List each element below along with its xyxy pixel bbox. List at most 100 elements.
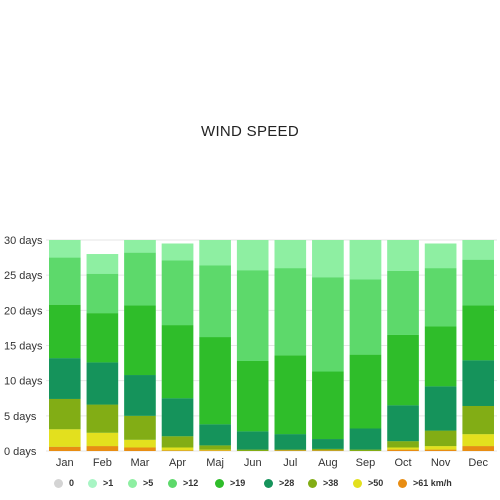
bar-segment [86,362,119,405]
bar-segment [462,360,494,406]
bar-column-jun [236,240,269,451]
bar-column-oct [387,240,419,451]
bar-column-aug [312,240,344,451]
bar-segment [387,405,419,442]
bar-segment [274,449,307,451]
bar-segment [161,436,194,448]
bar-segment [424,446,457,450]
bar-segment [199,424,231,446]
bars [49,240,494,451]
bar-segment [312,448,344,451]
legend-item[interactable]: >61 km/h [398,478,452,488]
bar-segment [236,360,269,432]
legend-label: 0 [69,478,75,488]
bar-segment [161,398,194,437]
x-tick-label: Jan [56,457,74,469]
legend-item[interactable]: >28 [264,478,294,488]
bar-segment [312,450,344,451]
bar-segment [424,326,457,387]
legend-item[interactable]: >12 [168,478,198,488]
bar-column-feb [86,254,119,451]
bar-segment [349,428,382,450]
y-tick-label: 0 days [4,446,37,458]
legend-label: >28 [279,478,295,488]
bar-segment [86,404,119,433]
bar-segment [462,446,494,451]
y-tick-label: 25 days [4,270,43,282]
bar-segment [274,355,307,435]
legend-swatch [128,478,137,488]
x-tick-label: Aug [318,457,338,469]
x-tick-label: Jun [244,457,262,469]
x-axis-ticks: Jan Feb Mar Apr Maj Jun Jul Aug Sep Oct Nov Dec [56,457,489,469]
bar-segment [124,439,156,448]
y-tick-label: 5 days [4,411,37,423]
x-tick-label: Oct [394,457,411,469]
bar-column-sep [349,240,382,451]
legend-label: >1 [103,478,114,488]
y-tick-label: 15 days [4,341,43,353]
legend-swatch [88,478,97,488]
legend-swatch [54,478,63,488]
legend-item[interactable]: >50 [353,478,383,488]
legend-swatch [308,478,317,488]
x-tick-label: Nov [431,457,451,469]
bar-segment [424,430,457,447]
bar-segment [236,270,269,361]
x-tick-label: Sep [356,457,376,469]
bar-segment [387,270,419,335]
bar-segment [161,447,194,451]
legend-label: >38 [323,478,339,488]
bar-segment [312,277,344,372]
bar-segment [161,325,194,399]
bar-segment [312,371,344,440]
bar-segment [387,240,419,271]
bar-segment [49,446,81,451]
legend-item[interactable]: >19 [215,478,245,488]
bar-segment [49,257,81,305]
bar-segment [49,240,81,258]
bar-segment [161,243,194,261]
legend-item[interactable]: 0 [54,478,74,488]
legend-label: >50 [368,478,384,488]
bar-segment [199,445,231,450]
bar-column-mar [124,240,156,451]
bar-segment [236,449,269,451]
legend-item[interactable]: >38 [308,478,338,488]
x-tick-label: Apr [169,457,186,469]
bar-segment [86,446,119,451]
bar-segment [49,358,81,399]
x-tick-label: Jul [283,457,297,469]
bar-segment [86,313,119,363]
bar-segment [236,431,269,450]
chart-title: WIND SPEED [200,123,299,140]
bar-segment [86,432,119,447]
bar-column-maj [199,240,231,451]
grid-lines [46,239,497,452]
legend-item[interactable]: >1 [88,478,113,488]
bar-segment [387,449,419,451]
bar-segment [124,252,156,306]
y-tick-label: 10 days [4,376,43,388]
x-tick-label: Mar [130,457,149,469]
legend-label: >19 [230,478,246,488]
bar-column-apr [161,243,194,451]
bar-segment [86,254,119,274]
bar-segment [387,441,419,448]
y-axis-ticks: 0 days 5 days 10 days 15 days 20 days 25 days… [4,235,43,458]
bar-segment [462,240,494,260]
x-tick-label: Maj [206,457,224,469]
legend-item[interactable]: >5 [128,478,153,488]
bar-segment [199,450,231,451]
bar-segment [161,450,194,451]
x-tick-label: Dec [468,457,488,469]
bar-segment [199,265,231,338]
x-tick-label: Feb [93,457,112,469]
bar-segment [349,354,382,429]
bar-segment [199,449,231,451]
bar-segment [424,449,457,451]
legend: 0 >1 >5 >12 >19 >28 >38 >50 >61 km/h [0,478,500,496]
bar-segment [349,449,382,451]
bar-segment [124,240,156,253]
legend-label: >5 [143,478,154,488]
